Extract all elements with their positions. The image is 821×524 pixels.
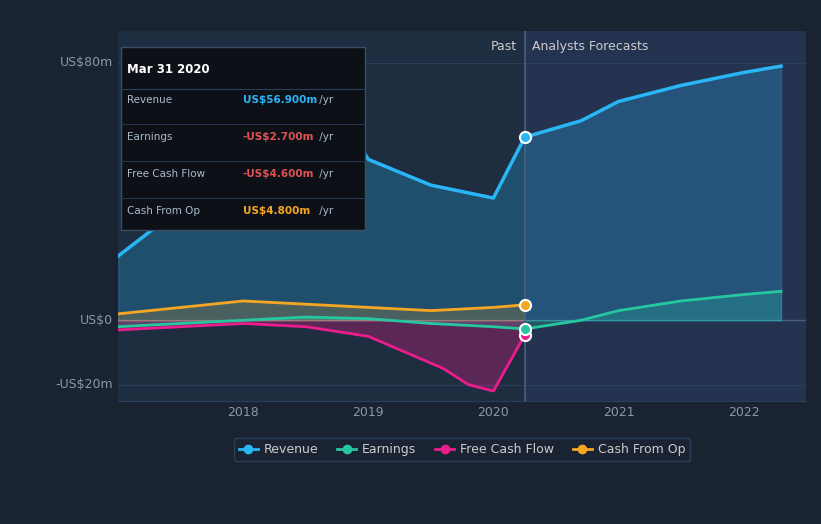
Text: Mar 31 2020: Mar 31 2020 [127,63,209,76]
Text: -US$20m: -US$20m [56,378,113,391]
Text: US$56.900m: US$56.900m [243,95,317,105]
Text: Earnings: Earnings [127,132,172,142]
Text: /yr: /yr [316,132,333,142]
Bar [118,31,525,401]
Text: /yr: /yr [316,95,333,105]
Text: US$4.800m: US$4.800m [243,206,310,216]
Text: Analysts Forecasts: Analysts Forecasts [532,40,649,53]
Text: Past: Past [491,40,517,53]
Text: /yr: /yr [316,169,333,179]
Legend: Revenue, Earnings, Free Cash Flow, Cash From Op: Revenue, Earnings, Free Cash Flow, Cash … [234,438,690,461]
Text: Cash From Op: Cash From Op [127,206,200,216]
Text: Revenue: Revenue [127,95,172,105]
Text: -US$2.700m: -US$2.700m [243,132,314,142]
Text: Free Cash Flow: Free Cash Flow [127,169,205,179]
Text: /yr: /yr [316,206,333,216]
Bar [525,31,806,401]
Bar [121,47,365,230]
Text: US$80m: US$80m [60,57,113,69]
Text: -US$4.600m: -US$4.600m [243,169,314,179]
Text: US$0: US$0 [80,314,113,327]
